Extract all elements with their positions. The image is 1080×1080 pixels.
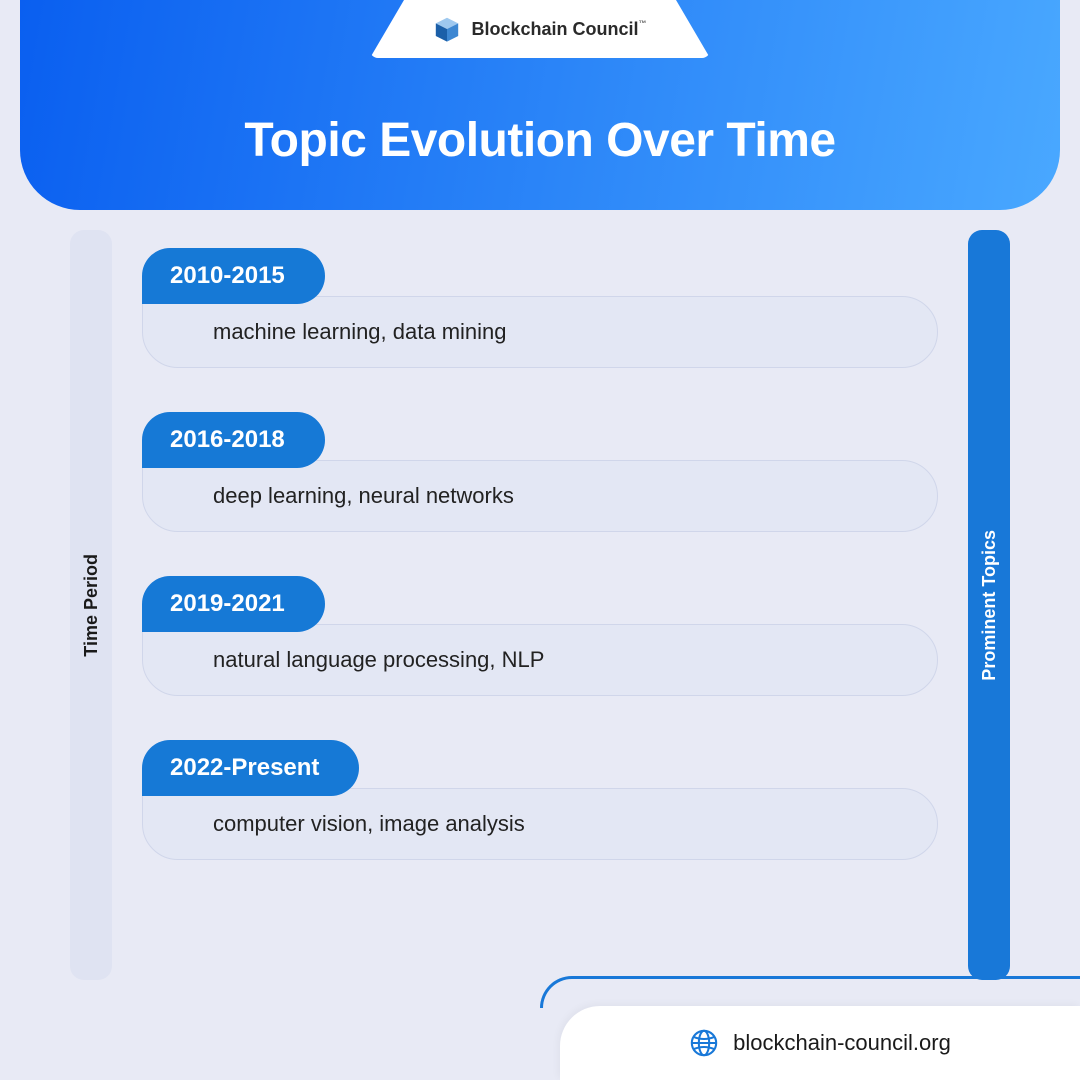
- brand-logo-tab: Blockchain Council™: [370, 0, 710, 58]
- right-rail: Prominent Topics: [968, 230, 1010, 980]
- right-rail-label: Prominent Topics: [979, 530, 1000, 681]
- page-title: Topic Evolution Over Time: [244, 113, 835, 168]
- left-rail-label: Time Period: [81, 554, 102, 657]
- timeline-item: 2019-2021natural language processing, NL…: [142, 576, 938, 696]
- globe-icon: [689, 1028, 719, 1058]
- left-rail: Time Period: [70, 230, 112, 980]
- cube-icon: [433, 15, 461, 43]
- content-area: Time Period Prominent Topics 2010-2015ma…: [70, 230, 1010, 990]
- brand-name-text: Blockchain Council: [471, 19, 638, 39]
- brand-tm: ™: [639, 19, 647, 28]
- header: Topic Evolution Over Time Blockchain Cou…: [0, 0, 1080, 230]
- period-pill: 2016-2018: [142, 412, 325, 468]
- topic-bar: deep learning, neural networks: [142, 460, 938, 532]
- topic-bar: machine learning, data mining: [142, 296, 938, 368]
- period-pill: 2022-Present: [142, 740, 359, 796]
- timeline-item: 2010-2015machine learning, data mining: [142, 248, 938, 368]
- period-pill: 2010-2015: [142, 248, 325, 304]
- timeline-list: 2010-2015machine learning, data mining20…: [142, 248, 938, 860]
- topic-bar: natural language processing, NLP: [142, 624, 938, 696]
- timeline-item: 2022-Presentcomputer vision, image analy…: [142, 740, 938, 860]
- timeline-item: 2016-2018deep learning, neural networks: [142, 412, 938, 532]
- topic-bar: computer vision, image analysis: [142, 788, 938, 860]
- brand-name: Blockchain Council™: [471, 19, 646, 40]
- period-pill: 2019-2021: [142, 576, 325, 632]
- footer: blockchain-council.org: [560, 1006, 1080, 1080]
- footer-url: blockchain-council.org: [733, 1030, 951, 1056]
